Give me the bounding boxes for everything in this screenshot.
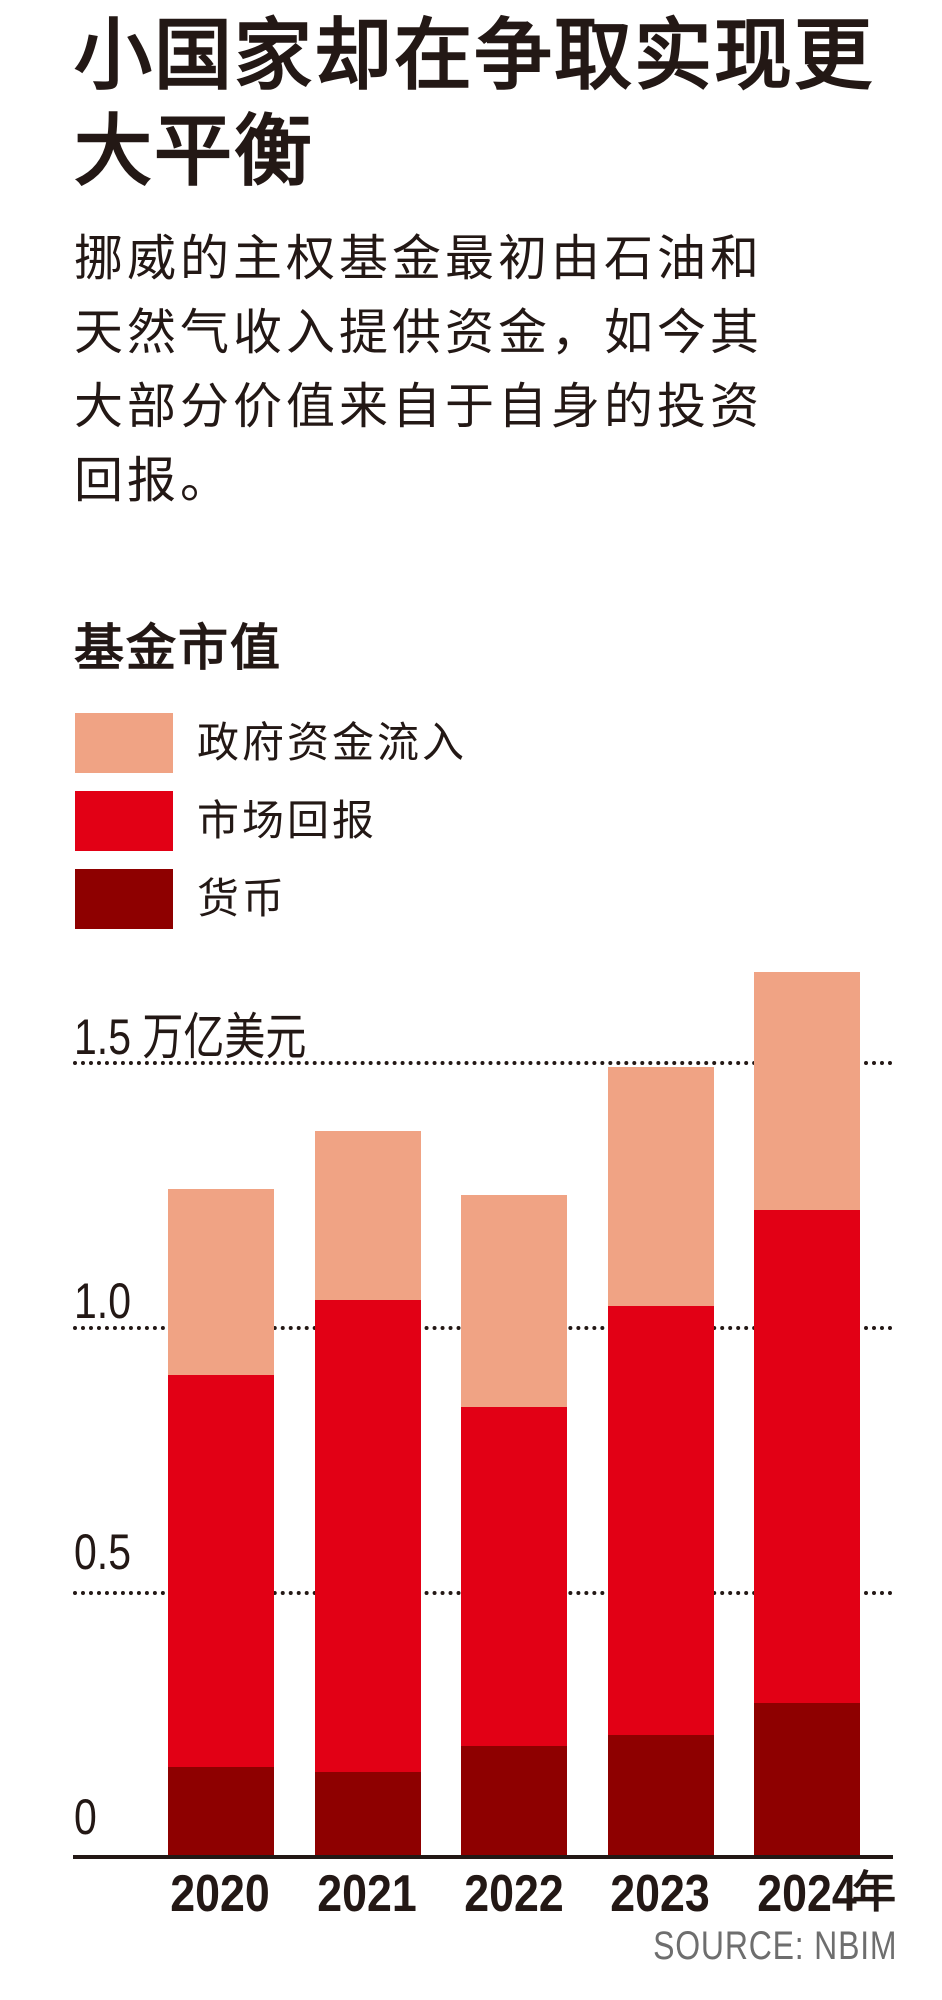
bar-2023 (608, 1067, 714, 1857)
bar-segment (315, 1300, 421, 1773)
legend-item-government-inflow: 政府资金流入 (75, 713, 467, 773)
chart-title: 基金市值 (74, 619, 282, 677)
bar-segment (608, 1305, 714, 1736)
gridline-1-5 (73, 1061, 893, 1065)
bar-2022 (461, 1194, 567, 1858)
bar-segment (461, 1194, 567, 1407)
legend-swatch-market-return (75, 791, 173, 851)
bar-2020 (168, 1189, 274, 1857)
bar-segment (754, 1703, 860, 1857)
bar-segment (461, 1406, 567, 1746)
legend-swatch-government-inflow (75, 713, 173, 773)
y-tick-label-0-5: 0.5 (74, 1524, 132, 1580)
bar-segment (608, 1067, 714, 1306)
x-tick-label-2024: 2024 (757, 1865, 857, 1923)
bar-2021 (315, 1130, 421, 1857)
bar-segment (315, 1130, 421, 1301)
x-tick-label-2023: 2023 (610, 1865, 710, 1923)
y-tick-label-0: 0 (74, 1789, 97, 1845)
bar-segment (754, 1210, 860, 1704)
bar-segment (168, 1766, 274, 1857)
legend-label: 货币 (197, 874, 288, 923)
legend-item-market-return: 市场回报 (75, 791, 467, 851)
bar-segment (461, 1745, 567, 1857)
subtitle: 挪威的主权基金最初由石油和天然气收入提供资金，如今其大部分价值来自于自身的投资回… (74, 230, 764, 509)
bar-segment (168, 1374, 274, 1767)
bar-segment (754, 971, 860, 1211)
y-tick-label-1-5: 1.5 万亿美元 (74, 1009, 307, 1065)
legend-item-currency: 货币 (75, 869, 467, 929)
headline: 小国家却在争取实现更大平衡 (74, 11, 875, 197)
x-tick-label-2021: 2021 (317, 1865, 417, 1923)
bar-segment (608, 1735, 714, 1857)
x-tick-label-2020: 2020 (170, 1865, 270, 1923)
legend: 政府资金流入 市场回报 货币 (75, 713, 467, 947)
legend-swatch-currency (75, 869, 173, 929)
x-tick-label-2022: 2022 (464, 1865, 564, 1923)
source-note: SOURCE: NBIM (652, 1924, 897, 1968)
bar-2024 (754, 971, 860, 1857)
y-tick-label-1-0: 1.0 (74, 1273, 132, 1329)
bar-segment (315, 1772, 421, 1857)
bar-segment (168, 1189, 274, 1375)
legend-label: 市场回报 (197, 796, 378, 845)
x-axis-unit: 年 (852, 1867, 896, 1918)
x-axis-line (73, 1855, 893, 1859)
legend-label: 政府资金流入 (197, 718, 468, 767)
